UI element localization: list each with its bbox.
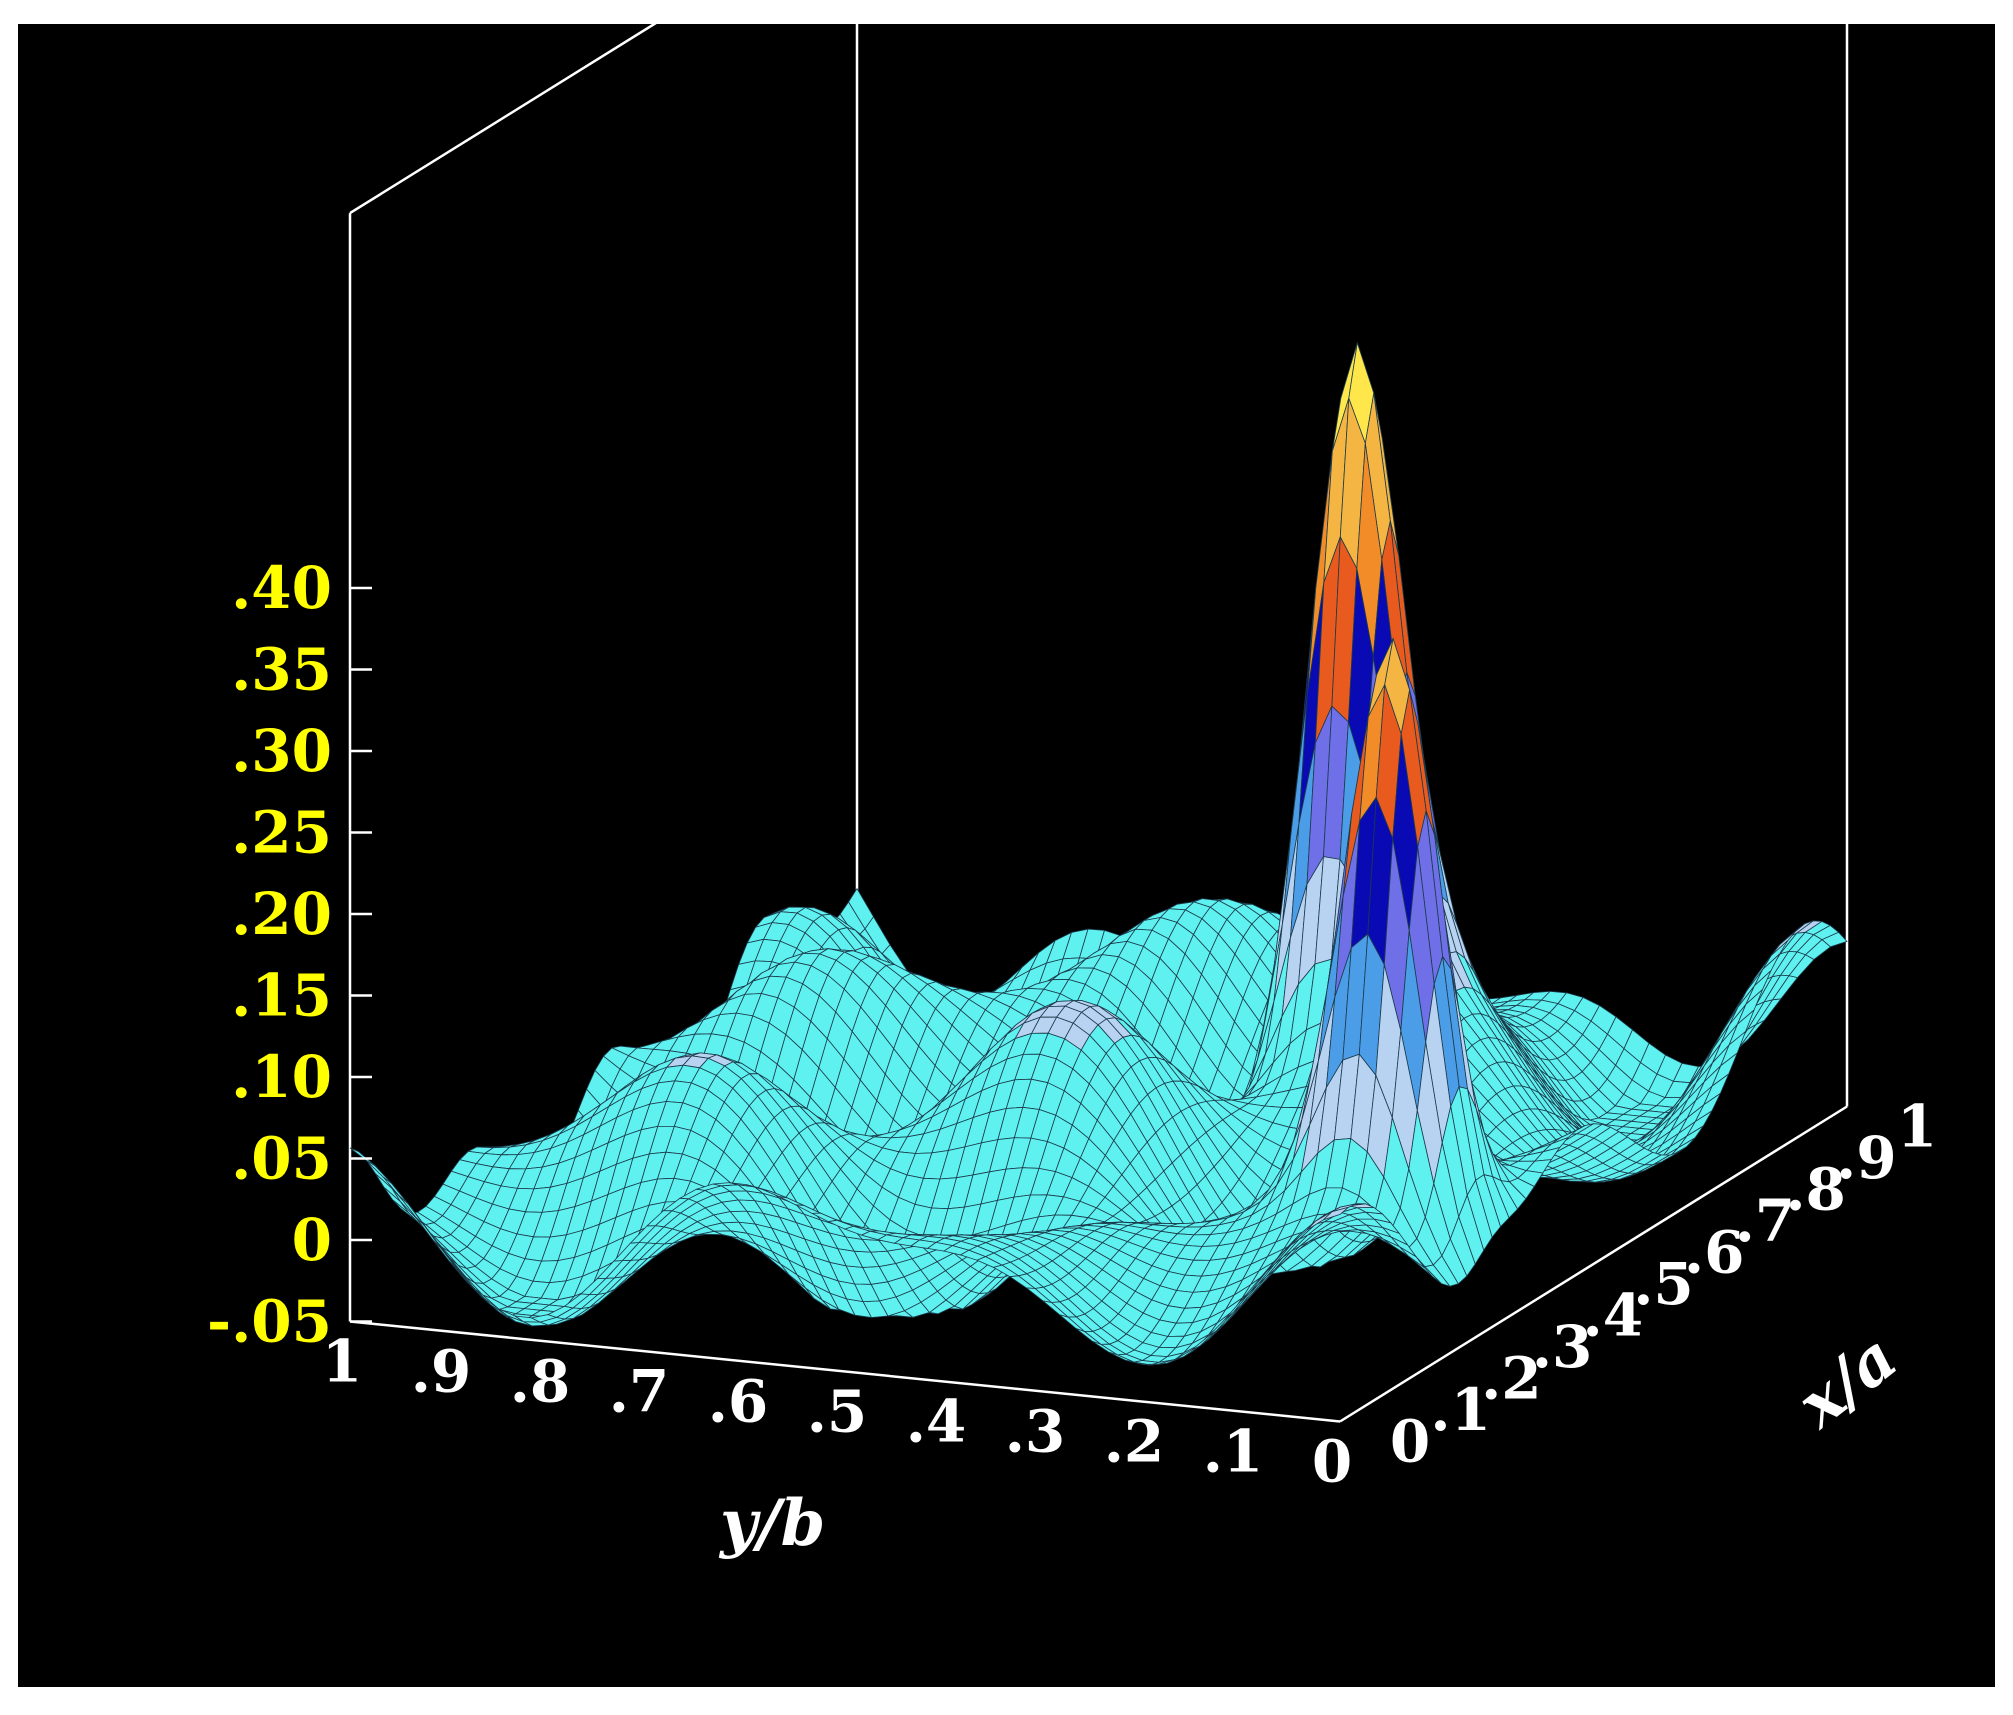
y-tick-label: .1 (1203, 1418, 1264, 1486)
surface-mesh (349, 342, 1848, 1366)
z-tick-label: .05 (231, 1125, 332, 1193)
y-tick-label: .4 (906, 1388, 967, 1456)
z-tick-label: .40 (231, 554, 332, 622)
x-tick-label: .7 (1735, 1187, 1796, 1255)
y-tick-label: .8 (510, 1348, 571, 1416)
x-tick-label: .1 (1430, 1376, 1491, 1444)
y-tick-label: .3 (1005, 1398, 1066, 1466)
bounding-box (348, 0, 1849, 1423)
x-tick-label: .2 (1481, 1345, 1542, 1413)
box-edge (1339, 1105, 1848, 1423)
y-axis-label: y/b (718, 1486, 825, 1561)
x-tick-label: 1 (1897, 1093, 1937, 1161)
z-tick-label: .30 (231, 717, 332, 785)
x-tick-label: .8 (1785, 1156, 1846, 1224)
y-axis-ticks: 0 .1 .2 .3 .4 .5 .6 .7 .8 .9 1 (322, 1328, 1352, 1496)
z-tick-label: .20 (231, 880, 332, 948)
z-axis-ticks: -.05 0 .05 .10 .15 .20 .25 .30 .35 .40 (207, 554, 372, 1356)
x-tick-label: .6 (1684, 1219, 1745, 1287)
x-axis-label: x/a (1782, 1320, 1911, 1444)
y-tick-label: .2 (1104, 1408, 1165, 1476)
z-tick-label: .25 (231, 799, 332, 867)
z-tick-label: -.05 (207, 1288, 332, 1356)
y-tick-label: 1 (322, 1328, 362, 1396)
x-tick-label: .3 (1532, 1313, 1593, 1381)
box-edge (349, 0, 696, 215)
z-tick-label: .35 (231, 636, 332, 704)
y-tick-label: .5 (807, 1378, 868, 1446)
z-tick-label: 0 (292, 1206, 332, 1274)
plot-background (18, 24, 1995, 1687)
box-edge (349, 1320, 1341, 1423)
y-tick-label: .9 (411, 1338, 472, 1406)
y-tick-label: .7 (609, 1358, 670, 1426)
x-tick-label: .9 (1836, 1124, 1897, 1192)
y-tick-label: 0 (1312, 1428, 1352, 1496)
x-axis-ticks: 0.1.2.3.4.5.6.7.8.9 1 (1390, 1093, 1937, 1476)
x-tick-label: 0 (1390, 1408, 1430, 1476)
surface-facet (374, 1173, 401, 1202)
z-tick-label: .10 (231, 1043, 332, 1111)
z-tick-label: .15 (231, 962, 332, 1030)
surface-facet (1323, 1206, 1349, 1221)
x-tick-label: .5 (1633, 1250, 1694, 1318)
x-tick-label: .4 (1583, 1282, 1644, 1350)
y-tick-label: .6 (708, 1368, 769, 1436)
